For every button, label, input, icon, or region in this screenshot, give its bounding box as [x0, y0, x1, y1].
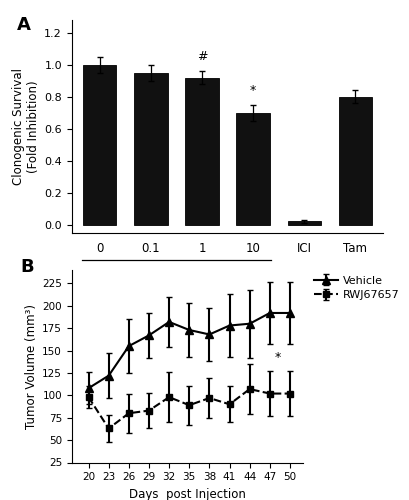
Text: #: #	[196, 50, 207, 63]
Y-axis label: Clonogenic Survival
(Fold Inhibition): Clonogenic Survival (Fold Inhibition)	[12, 68, 40, 184]
Text: B: B	[21, 258, 34, 276]
Bar	[236, 112, 269, 224]
Bar	[134, 72, 167, 225]
Bar	[338, 96, 371, 224]
Text: RWJ [μM]: RWJ [μM]	[149, 275, 202, 288]
Text: *: *	[274, 351, 280, 364]
Bar	[287, 222, 320, 224]
Y-axis label: Tumor Volume (mm³): Tumor Volume (mm³)	[25, 304, 38, 428]
Text: *: *	[249, 84, 256, 96]
Text: A: A	[17, 16, 31, 34]
Legend: Vehicle, RWJ67657: Vehicle, RWJ67657	[313, 276, 398, 300]
Bar	[83, 64, 116, 224]
X-axis label: Days  post Injection: Days post Injection	[129, 488, 245, 500]
Bar	[185, 78, 218, 225]
